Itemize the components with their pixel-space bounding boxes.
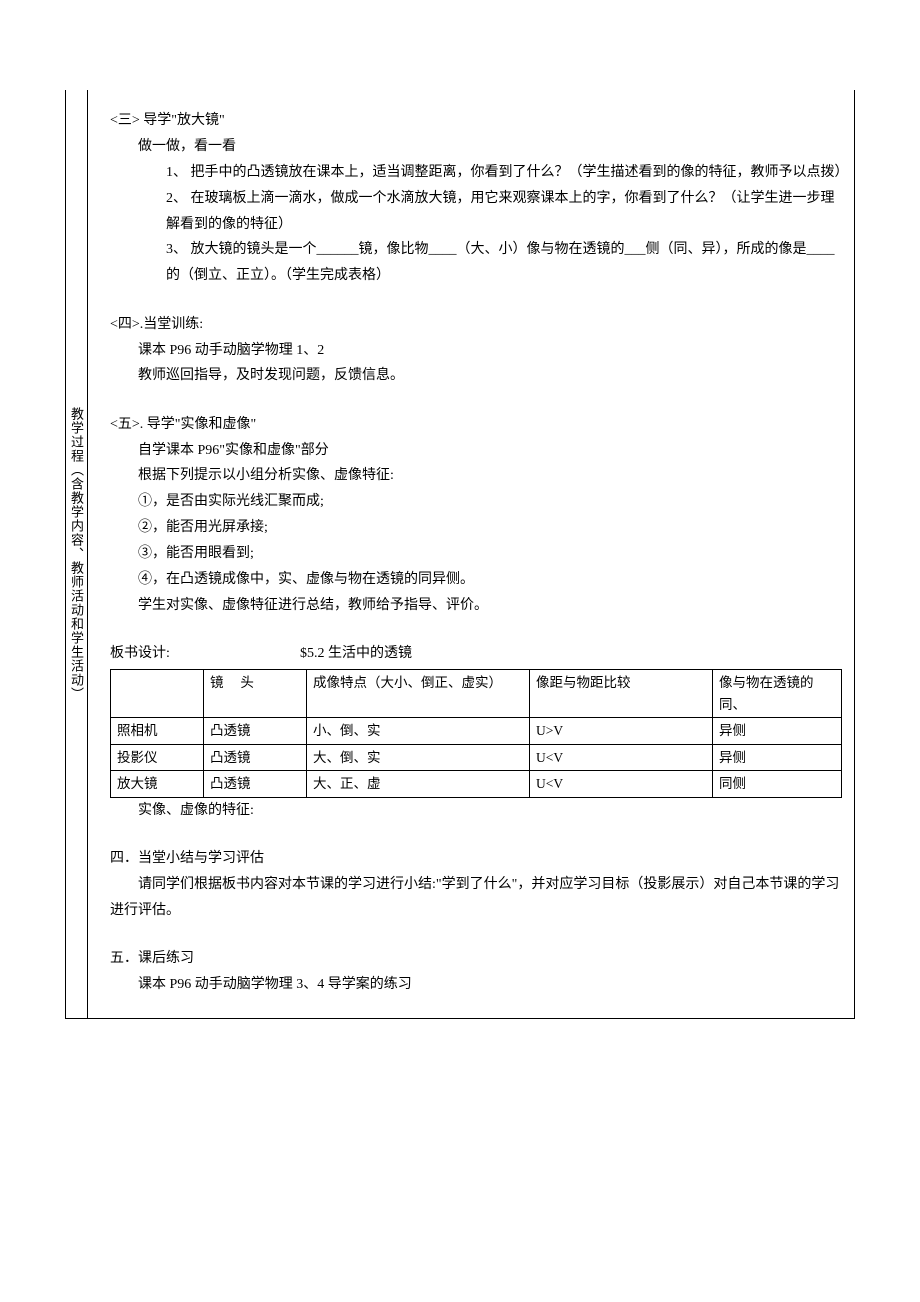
section-3-item-3: 3、 放大镜的镜头是一个______镜，像比物____（大、小）像与物在透镜的_… [110,237,842,289]
table-cell: U<V [530,771,713,798]
table-cell: 大、倒、实 [307,744,530,771]
section-3-item-1: 1、 把手中的凸透镜放在课本上，适当调整距离，你看到了什么？（学生描述看到的像的… [110,160,842,186]
section-5-line-5: ③，能否用眼看到; [110,541,842,567]
table-header-cell: 像距与物距比较 [530,670,713,718]
section-5-line-7: 学生对实像、虚像特征进行总结，教师给予指导、评价。 [110,593,842,619]
summary-line: 请同学们根据板书内容对本节课的学习进行小结:"学到了什么"，并对应学习目标（投影… [110,872,842,924]
spacer [110,619,842,641]
table-cell: 大、正、虚 [307,771,530,798]
table-header-cell: 镜 头 [204,670,307,718]
board-title-row: 板书设计: $5.2 生活中的透镜 [110,641,842,667]
section-5-line-3: ①，是否由实际光线汇聚而成; [110,489,842,515]
table-cell: 异侧 [713,718,842,745]
spacer [110,389,842,411]
content-cell: <三> 导学"放大镜" 做一做，看一看 1、 把手中的凸透镜放在课本上，适当调整… [88,90,854,1018]
table-cell: U>V [530,718,713,745]
table-cell: 异侧 [713,744,842,771]
section-3-sub: 做一做，看一看 [110,134,842,160]
page: 教学过程（含教学内容、教师活动和学生活动） <三> 导学"放大镜" 做一做，看一… [0,0,920,1079]
board-label: 板书设计: [110,641,300,667]
table-row: 放大镜 凸透镜 大、正、虚 U<V 同侧 [111,771,842,798]
spacer [110,924,842,946]
board-table: 镜 头 成像特点（大小、倒正、虚实） 像距与物距比较 像与物在透镜的同、 照相机… [110,669,842,798]
table-header-cell: 像与物在透镜的同、 [713,670,842,718]
section-3-heading: <三> 导学"放大镜" [110,108,842,134]
table-header-row: 镜 头 成像特点（大小、倒正、虚实） 像距与物距比较 像与物在透镜的同、 [111,670,842,718]
table-cell: 照相机 [111,718,204,745]
spacer [110,289,842,311]
spacer [110,824,842,846]
section-4-heading: <四>.当堂训练: [110,312,842,338]
summary-heading: 四．当堂小结与学习评估 [110,846,842,872]
section-5-line-1: 自学课本 P96"实像和虚像"部分 [110,438,842,464]
left-vertical-label: 教学过程（含教学内容、教师活动和学生活动） [66,90,88,1018]
table-cell: 凸透镜 [204,771,307,798]
lesson-grid: 教学过程（含教学内容、教师活动和学生活动） <三> 导学"放大镜" 做一做，看一… [65,90,855,1019]
table-cell: U<V [530,744,713,771]
table-cell: 放大镜 [111,771,204,798]
table-cell: 投影仪 [111,744,204,771]
board-title: $5.2 生活中的透镜 [300,641,412,667]
board-footer: 实像、虚像的特征: [110,798,842,824]
table-cell: 同侧 [713,771,842,798]
table-row: 投影仪 凸透镜 大、倒、实 U<V 异侧 [111,744,842,771]
section-5-heading: <五>. 导学"实像和虚像" [110,412,842,438]
table-cell: 小、倒、实 [307,718,530,745]
section-5-line-2: 根据下列提示以小组分析实像、虚像特征: [110,463,842,489]
table-cell: 凸透镜 [204,744,307,771]
section-4-line-1: 课本 P96 动手动脑学物理 1、2 [110,338,842,364]
section-3-item-2: 2、 在玻璃板上滴一滴水，做成一个水滴放大镜，用它来观察课本上的字，你看到了什么… [110,186,842,238]
section-5-line-4: ②，能否用光屏承接; [110,515,842,541]
homework-line: 课本 P96 动手动脑学物理 3、4 导学案的练习 [110,972,842,998]
table-header-cell [111,670,204,718]
table-cell: 凸透镜 [204,718,307,745]
table-row: 照相机 凸透镜 小、倒、实 U>V 异侧 [111,718,842,745]
homework-heading: 五．课后练习 [110,946,842,972]
section-4-line-2: 教师巡回指导，及时发现问题，反馈信息。 [110,363,842,389]
section-5-line-6: ④，在凸透镜成像中，实、虚像与物在透镜的同异侧。 [110,567,842,593]
table-header-cell: 成像特点（大小、倒正、虚实） [307,670,530,718]
